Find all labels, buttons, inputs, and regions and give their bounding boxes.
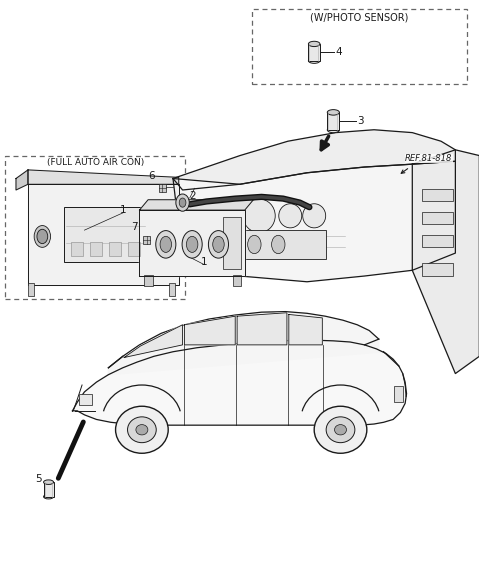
Polygon shape	[412, 150, 480, 374]
Polygon shape	[108, 312, 384, 375]
Text: 1: 1	[201, 256, 207, 267]
Polygon shape	[237, 313, 287, 345]
Ellipse shape	[44, 494, 54, 499]
Bar	[422, 235, 453, 247]
Bar	[5, 156, 185, 299]
Polygon shape	[28, 170, 179, 184]
Ellipse shape	[327, 110, 339, 115]
Ellipse shape	[212, 199, 244, 233]
Bar	[90, 242, 102, 256]
Polygon shape	[140, 200, 253, 210]
Bar	[44, 482, 54, 497]
Text: 1: 1	[120, 205, 126, 215]
Polygon shape	[28, 184, 179, 285]
Ellipse shape	[272, 235, 285, 254]
Ellipse shape	[186, 236, 198, 252]
Polygon shape	[184, 316, 235, 345]
Text: 5: 5	[35, 474, 41, 484]
Bar	[233, 275, 241, 286]
Bar	[252, 9, 468, 84]
Ellipse shape	[136, 424, 148, 435]
Ellipse shape	[279, 204, 302, 228]
Polygon shape	[289, 315, 323, 345]
Ellipse shape	[224, 235, 237, 254]
Text: (FULL AUTO AIR CON): (FULL AUTO AIR CON)	[47, 159, 144, 167]
Bar	[71, 242, 83, 256]
Bar	[327, 112, 339, 130]
Bar	[144, 236, 150, 244]
Ellipse shape	[128, 417, 156, 443]
Ellipse shape	[156, 231, 176, 258]
Ellipse shape	[303, 204, 325, 228]
Ellipse shape	[327, 127, 339, 133]
Ellipse shape	[37, 229, 48, 244]
Text: REF.81-818: REF.81-818	[405, 154, 453, 163]
Bar	[28, 283, 34, 296]
Ellipse shape	[326, 417, 355, 443]
Bar	[221, 230, 326, 259]
Ellipse shape	[243, 199, 275, 233]
Polygon shape	[16, 170, 28, 190]
Ellipse shape	[34, 225, 50, 247]
Bar	[129, 242, 141, 256]
Ellipse shape	[160, 236, 171, 252]
Ellipse shape	[44, 480, 54, 485]
Ellipse shape	[179, 198, 186, 207]
Ellipse shape	[182, 231, 202, 258]
Ellipse shape	[213, 236, 224, 252]
Ellipse shape	[248, 235, 261, 254]
Bar	[422, 263, 453, 276]
Bar	[308, 44, 320, 61]
Bar	[422, 212, 453, 224]
Bar	[169, 283, 175, 296]
Polygon shape	[124, 325, 182, 358]
Ellipse shape	[308, 41, 320, 47]
Text: 6: 6	[148, 171, 155, 181]
Text: 2: 2	[189, 191, 195, 201]
Bar	[223, 217, 241, 269]
Text: 4: 4	[336, 47, 342, 58]
Ellipse shape	[208, 231, 228, 258]
Bar	[64, 207, 148, 262]
Bar	[109, 242, 121, 256]
Ellipse shape	[116, 406, 168, 453]
Bar	[394, 386, 403, 402]
Ellipse shape	[308, 58, 320, 63]
Text: 7: 7	[132, 223, 138, 232]
Bar	[79, 394, 92, 405]
Polygon shape	[140, 210, 245, 276]
Polygon shape	[173, 130, 456, 190]
Text: 3: 3	[357, 116, 364, 126]
Polygon shape	[72, 340, 407, 425]
Bar	[144, 275, 153, 286]
Ellipse shape	[335, 424, 347, 435]
Text: (W/PHOTO SENSOR): (W/PHOTO SENSOR)	[311, 12, 409, 22]
Ellipse shape	[314, 406, 367, 453]
Ellipse shape	[176, 194, 189, 211]
Bar	[159, 184, 166, 192]
Polygon shape	[173, 162, 456, 282]
Bar	[422, 189, 453, 201]
